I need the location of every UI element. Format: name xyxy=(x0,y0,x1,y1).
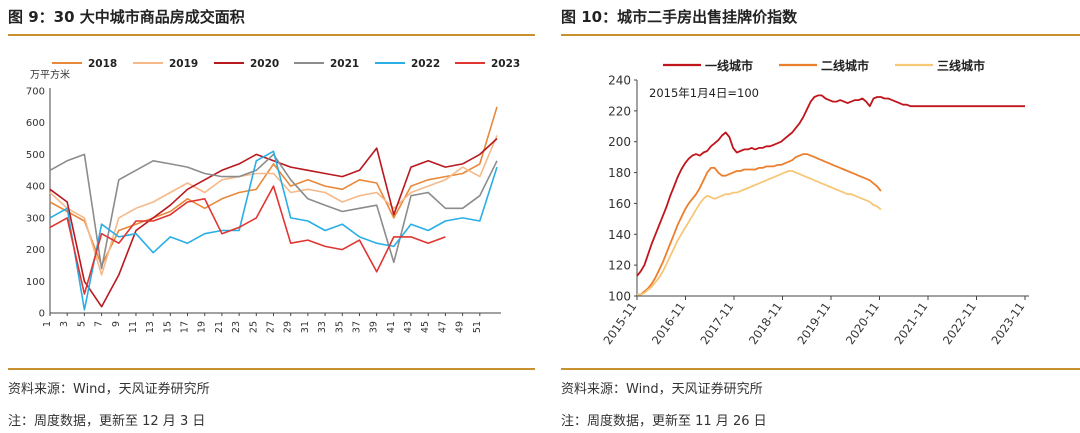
right-y-tick-label: 140 xyxy=(608,228,631,242)
left-y-tick-label: 0 xyxy=(39,309,45,320)
right-y-tick-label: 220 xyxy=(608,104,631,118)
left-x-tick-label: 39 xyxy=(369,321,380,333)
right-update-note: 注：周度数据，更新至 11 月 26 日 xyxy=(561,414,767,429)
right-y-tick-label: 120 xyxy=(608,259,631,273)
right-chart-title: 图 10：城市二手房出售挂牌价指数 xyxy=(561,8,798,26)
right-y-tick-label: 240 xyxy=(608,74,631,88)
left-x-tick-label: 23 xyxy=(231,321,242,333)
right-legend-label-0: 一线城市 xyxy=(705,58,753,73)
left-x-tick-label: 25 xyxy=(248,321,259,333)
right-source-note: 资料来源：Wind，天风证券研究所 xyxy=(561,382,763,397)
right-x-tick-label: 2019-11 xyxy=(794,300,833,347)
right-x-tick-label: 2016-11 xyxy=(649,300,688,347)
left-x-tick-label: 19 xyxy=(197,321,208,333)
left-y-tick-label: 700 xyxy=(26,87,45,98)
left-series-line-2021 xyxy=(49,153,498,270)
right-series-line-0 xyxy=(636,94,1025,277)
left-legend-label-2018: 2018 xyxy=(88,58,117,70)
left-x-tick-label: 35 xyxy=(334,321,345,333)
right-legend-label-1: 二线城市 xyxy=(821,58,869,73)
left-x-tick-label: 11 xyxy=(128,321,139,333)
left-x-tick-label: 5 xyxy=(76,321,87,327)
left-series-line-2022 xyxy=(49,150,498,311)
left-y-tick-label: 300 xyxy=(26,213,45,224)
left-x-tick-label: 31 xyxy=(300,321,311,333)
left-y-tick-label: 100 xyxy=(26,277,45,288)
left-y-tick-label: 600 xyxy=(26,118,45,129)
right-series-line-2 xyxy=(637,170,882,296)
left-y-tick-label: 500 xyxy=(26,150,45,161)
right-y-tick-label: 100 xyxy=(608,290,631,304)
left-series-line-2020 xyxy=(49,138,498,308)
left-series-line-2023 xyxy=(49,185,446,295)
right-x-tick-label: 2020-11 xyxy=(843,300,882,347)
left-legend-label-2022: 2022 xyxy=(411,58,440,70)
right-y-tick-label: 200 xyxy=(608,135,631,149)
left-x-tick-label: 47 xyxy=(437,321,448,333)
left-x-tick-label: 29 xyxy=(283,321,294,333)
right-y-tick-label: 160 xyxy=(608,197,631,211)
left-x-tick-label: 21 xyxy=(214,321,225,333)
left-x-tick-label: 37 xyxy=(351,321,362,333)
left-x-tick-label: 27 xyxy=(266,321,277,333)
left-update-note: 注：周度数据，更新至 12 月 3 日 xyxy=(8,414,206,429)
left-x-tick-label: 43 xyxy=(403,321,414,333)
right-footer-divider xyxy=(561,368,1080,370)
right-y-tick-label: 180 xyxy=(608,166,631,180)
left-x-tick-label: 7 xyxy=(94,321,105,327)
left-x-tick-label: 15 xyxy=(162,321,173,333)
left-x-tick-label: 49 xyxy=(455,321,466,333)
left-x-tick-label: 13 xyxy=(145,321,156,333)
left-x-tick-label: 1 xyxy=(42,321,53,327)
left-title-divider xyxy=(8,34,535,36)
right-annotation: 2015年1月4日=100 xyxy=(649,86,759,100)
right-x-tick-label: 2021-11 xyxy=(891,300,930,347)
right-chart-panel: 图 10：城市二手房出售挂牌价指数 100 120 140 160 180 200 220 2… xyxy=(553,0,1080,433)
left-chart-panel: 图 9：30 大中城市商品房成交面积 万平方米 0 100 200 300 400 500 6… xyxy=(0,0,535,433)
left-x-tick-label: 33 xyxy=(317,321,328,333)
left-chart-title: 图 9：30 大中城市商品房成交面积 xyxy=(8,8,245,26)
left-x-tick-label: 9 xyxy=(111,321,122,327)
right-series-line-1 xyxy=(637,153,882,296)
left-series-line-2019 xyxy=(49,135,498,276)
left-legend-label-2019: 2019 xyxy=(169,58,198,70)
left-legend-label-2023: 2023 xyxy=(491,58,520,70)
left-series-line-2018 xyxy=(49,106,498,267)
left-legend-label-2021: 2021 xyxy=(330,58,359,70)
left-footer-divider xyxy=(8,368,535,370)
left-y-tick-label: 400 xyxy=(26,182,45,193)
left-y-axis-label: 万平方米 xyxy=(30,68,70,81)
right-legend-label-2: 三线城市 xyxy=(937,58,985,73)
right-title-divider xyxy=(561,34,1080,36)
right-x-tick-label: 2017-11 xyxy=(697,300,736,347)
left-x-tick-label: 17 xyxy=(180,321,191,333)
left-y-tick-label: 200 xyxy=(26,245,45,256)
left-x-tick-label: 51 xyxy=(472,321,483,333)
left-x-tick-label: 3 xyxy=(59,321,70,327)
right-x-tick-label: 2015-11 xyxy=(600,300,639,347)
right-x-tick-label: 2022-11 xyxy=(940,300,979,347)
right-x-tick-label: 2023-11 xyxy=(988,300,1027,347)
left-x-tick-label: 41 xyxy=(386,321,397,333)
right-x-tick-label: 2018-11 xyxy=(746,300,785,347)
left-x-tick-label: 45 xyxy=(420,321,431,333)
left-legend-label-2020: 2020 xyxy=(250,58,279,70)
left-source-note: 资料来源：Wind，天风证券研究所 xyxy=(8,382,210,397)
